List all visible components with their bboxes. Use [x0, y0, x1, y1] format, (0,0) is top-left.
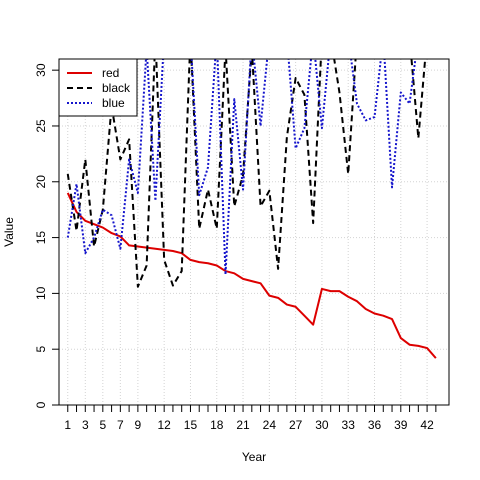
series-line-blue	[66, 59, 417, 276]
legend: red black blue	[58, 58, 138, 117]
x-tick-label: 18	[210, 418, 224, 432]
y-tick-label: 20	[34, 175, 48, 189]
x-tick-label: 7	[117, 418, 124, 432]
x-axis-title: Year	[242, 450, 266, 464]
x-tick-label: 30	[315, 418, 329, 432]
x-tick-label: 3	[82, 418, 89, 432]
x-tick-label: 24	[263, 418, 277, 432]
x-tick-label: 33	[342, 418, 356, 432]
x-tick-label: 9	[135, 418, 142, 432]
x-tick-label: 36	[368, 418, 382, 432]
x-tick-label: 39	[394, 418, 408, 432]
x-tick-label: 27	[289, 418, 303, 432]
legend-label-black: black	[102, 81, 131, 95]
x-tick-label: 1	[64, 418, 71, 432]
legend-label-blue: blue	[102, 96, 125, 110]
y-tick-label: 10	[34, 286, 48, 300]
x-tick-label: 12	[157, 418, 171, 432]
x-tick-label: 21	[236, 418, 250, 432]
series-line-red	[66, 192, 437, 359]
y-axis-title: Value	[2, 217, 16, 247]
legend-label-red: red	[102, 66, 119, 80]
series-lines	[66, 59, 437, 359]
y-tick-label: 0	[34, 401, 48, 408]
series-line-black	[66, 59, 427, 288]
y-tick-label: 25	[34, 119, 48, 133]
x-tick-label: 42	[420, 418, 434, 432]
y-tick-label: 5	[34, 346, 48, 353]
x-tick-label: 15	[184, 418, 198, 432]
y-tick-label: 30	[34, 63, 48, 77]
plot-frame	[58, 58, 450, 406]
x-tick-label: 5	[99, 418, 106, 432]
y-tick-label: 15	[34, 231, 48, 245]
